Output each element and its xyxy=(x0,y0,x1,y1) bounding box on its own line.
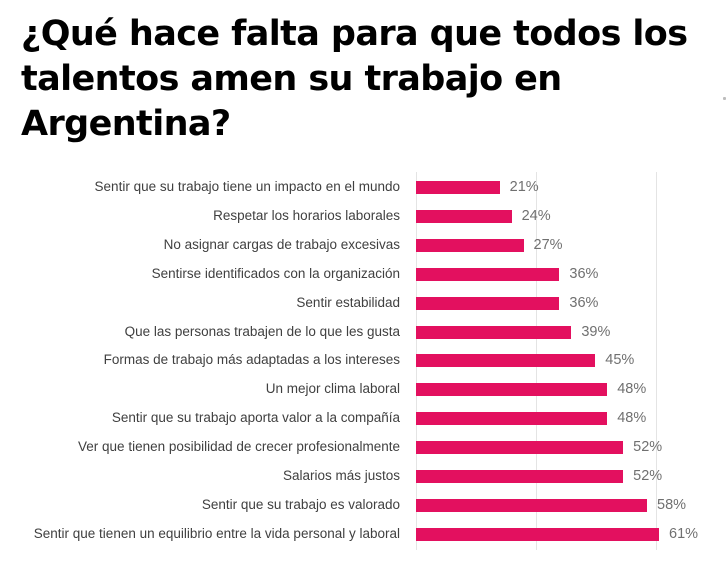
bar-row: Un mejor clima laboral 48% xyxy=(0,380,727,398)
bar-row: No asignar cargas de trabajo excesivas 27… xyxy=(0,236,727,254)
bar-row: Sentir que su trabajo es valorado 58% xyxy=(0,496,727,514)
bar xyxy=(416,470,624,483)
category-label: Formas de trabajo más adaptadas a los in… xyxy=(103,352,400,368)
bar xyxy=(416,412,608,426)
bar-row: Sentir que su trabajo tiene un impacto e… xyxy=(0,178,727,196)
bar xyxy=(416,181,500,194)
bar-row: Sentir que su trabajo aporta valor a la … xyxy=(0,409,727,427)
bar-row: Que las personas trabajen de lo que les … xyxy=(0,323,727,341)
value-label: 24% xyxy=(521,207,551,224)
bar-row: Salarios más justos 52% xyxy=(0,467,727,485)
category-label: Sentir que su trabajo aporta valor a la … xyxy=(111,410,400,426)
category-label: Sentir que tienen un equilibrio entre la… xyxy=(33,525,400,541)
value-label: 48% xyxy=(617,381,647,398)
bar-row: Sentir que tienen un equilibrio entre la… xyxy=(0,525,727,543)
bar xyxy=(416,441,624,455)
gridline xyxy=(656,172,657,550)
decorative-dot xyxy=(723,97,726,100)
bar xyxy=(416,354,596,368)
bar-chart: Sentir que su trabajo tiene un impacto e… xyxy=(0,168,727,558)
bar-row: Sentir estabilidad 36% xyxy=(0,294,727,312)
bar xyxy=(416,296,560,310)
value-label: 48% xyxy=(617,410,647,427)
bar-row: Respetar los horarios laborales 24% xyxy=(0,207,727,225)
bar xyxy=(416,238,524,252)
category-label: Ver que tienen posibilidad de crecer pro… xyxy=(78,439,400,455)
value-label: 39% xyxy=(581,323,611,340)
category-label: Sentirse identificados con la organizaci… xyxy=(151,265,400,281)
bar-row: Ver que tienen posibilidad de crecer pro… xyxy=(0,438,727,456)
bar-row: Formas de trabajo más adaptadas a los in… xyxy=(0,351,727,369)
bar xyxy=(416,527,659,541)
value-label: 21% xyxy=(509,179,539,195)
category-label: Salarios más justos xyxy=(282,468,400,483)
value-label: 58% xyxy=(657,496,687,513)
category-label: Sentir estabilidad xyxy=(296,294,400,310)
category-label: Sentir que su trabajo tiene un impacto e… xyxy=(94,179,400,194)
value-label: 52% xyxy=(633,439,663,456)
value-label: 45% xyxy=(605,352,635,369)
value-label: 36% xyxy=(569,294,599,311)
bar xyxy=(416,383,608,397)
chart-title: ¿Qué hace falta para que todos los talen… xyxy=(21,14,688,144)
bar xyxy=(416,498,648,512)
bar xyxy=(416,325,572,339)
value-label: 27% xyxy=(533,236,563,253)
category-label: Respetar los horarios laborales xyxy=(213,207,400,223)
category-label: Un mejor clima laboral xyxy=(265,381,400,397)
value-label: 36% xyxy=(569,265,599,282)
bar-row: Sentirse identificados con la organizaci… xyxy=(0,265,727,283)
category-label: No asignar cargas de trabajo excesivas xyxy=(163,236,400,252)
category-label: Que las personas trabajen de lo que les … xyxy=(124,323,400,339)
bar xyxy=(416,267,560,281)
value-label: 61% xyxy=(669,525,699,542)
bar xyxy=(416,209,512,223)
category-label: Sentir que su trabajo es valorado xyxy=(201,496,400,512)
value-label: 52% xyxy=(633,468,663,484)
